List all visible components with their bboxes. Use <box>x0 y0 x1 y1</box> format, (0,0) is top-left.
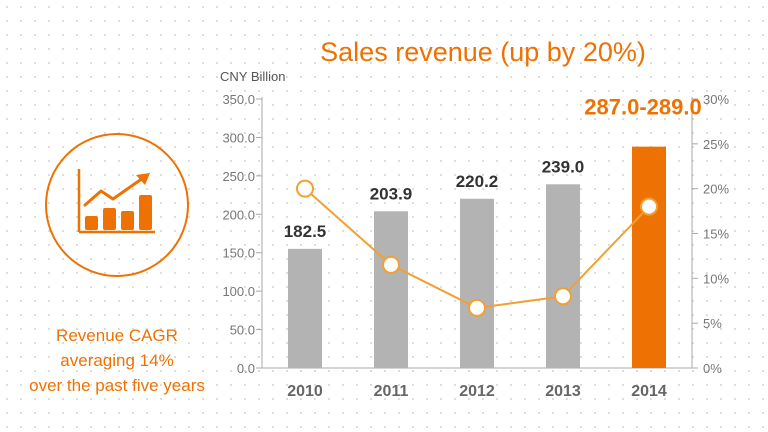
bar-2011 <box>374 211 408 368</box>
left-tick-label: 250.0 <box>222 169 255 184</box>
right-tick-label: 0% <box>703 361 722 376</box>
right-axis-ticks: 0% 5% 10% 15% 20% 25% 30% <box>692 92 729 376</box>
data-label-2013: 239.0 <box>542 157 585 176</box>
category-label-2014: 2014 <box>631 383 667 400</box>
right-tick-label: 5% <box>703 316 722 331</box>
right-tick-label: 25% <box>703 137 729 152</box>
left-tick-label: 300.0 <box>222 130 255 145</box>
left-axis-ticks: 0.0 50.0 100.0 150.0 200.0 250.0 300.0 350.0 <box>222 92 262 376</box>
bar-2014 <box>632 146 666 368</box>
growth-point-2010 <box>296 179 314 198</box>
category-label-2013: 2013 <box>545 383 581 400</box>
right-tick-label: 15% <box>703 227 729 242</box>
data-labels: 182.5 203.9 220.2 239.0 287.0-289.0 <box>284 95 702 241</box>
chart-title: Sales revenue (up by 20%) <box>320 37 646 67</box>
growth-point-2012 <box>468 298 486 317</box>
category-labels: 2010 2011 2012 2013 2014 <box>287 383 667 400</box>
growth-point-2011 <box>382 255 400 274</box>
left-tick-label: 100.0 <box>222 284 255 299</box>
left-tick-label: 350.0 <box>222 92 255 107</box>
caption-line-2: averaging 14% <box>60 351 173 370</box>
y-axis-unit: CNY Billion <box>220 69 286 84</box>
right-tick-label: 20% <box>703 182 729 197</box>
right-tick-label: 30% <box>703 92 729 107</box>
bar-2012 <box>460 198 494 368</box>
category-label-2010: 2010 <box>287 383 323 400</box>
data-label-2012: 220.2 <box>456 172 499 191</box>
bar-2013 <box>546 184 580 368</box>
bar-2010 <box>288 248 322 368</box>
data-label-2010: 182.5 <box>284 222 327 241</box>
growth-line <box>296 179 658 317</box>
category-label-2011: 2011 <box>374 383 409 400</box>
data-label-2011: 203.9 <box>370 184 413 203</box>
right-tick-label: 10% <box>703 271 729 286</box>
data-label-2014: 287.0-289.0 <box>584 95 701 120</box>
left-tick-label: 0.0 <box>237 361 255 376</box>
rising-bar-chart-icon <box>45 133 189 277</box>
growth-point-2014 <box>640 197 658 216</box>
bars <box>288 146 666 368</box>
caption-line-3: over the past five years <box>29 376 205 395</box>
caption-line-1: Revenue CAGR <box>56 326 178 345</box>
left-tick-label: 200.0 <box>222 207 255 222</box>
category-label-2012: 2012 <box>459 383 495 400</box>
growth-point-2013 <box>554 287 572 306</box>
left-tick-label: 50.0 <box>230 323 255 338</box>
left-tick-label: 150.0 <box>222 246 255 261</box>
